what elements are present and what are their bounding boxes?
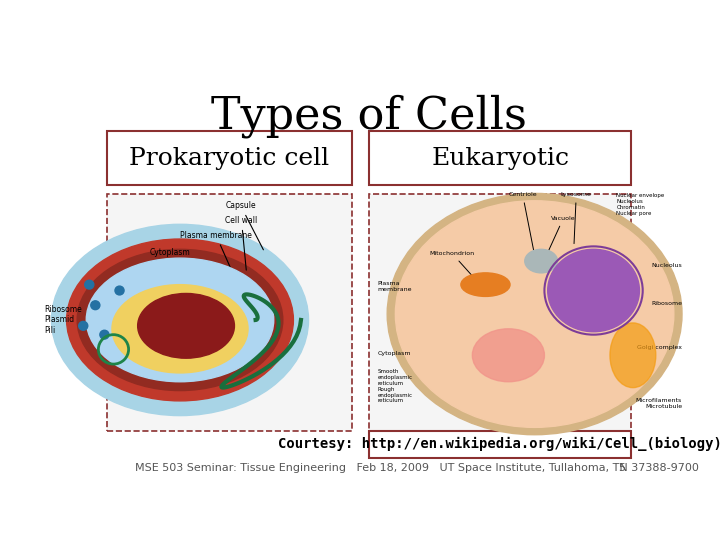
FancyBboxPatch shape — [107, 194, 352, 431]
Text: Cell wall: Cell wall — [225, 216, 258, 270]
Circle shape — [85, 280, 94, 289]
Text: 5: 5 — [618, 463, 626, 473]
Text: Lysosome: Lysosome — [561, 192, 592, 244]
Text: Types of Cells: Types of Cells — [211, 94, 527, 138]
Text: Ribosome: Ribosome — [651, 301, 682, 306]
Ellipse shape — [472, 329, 544, 382]
Text: Prokaryotic cell: Prokaryotic cell — [130, 147, 330, 170]
Ellipse shape — [387, 193, 682, 435]
Ellipse shape — [395, 201, 674, 427]
Ellipse shape — [461, 273, 510, 296]
Text: Capsule: Capsule — [225, 201, 264, 250]
Ellipse shape — [525, 249, 557, 273]
Text: MSE 503 Seminar: Tissue Engineering   Feb 18, 2009   UT Space Institute, Tullaho: MSE 503 Seminar: Tissue Engineering Feb … — [135, 463, 698, 473]
Text: Mitochondrion: Mitochondrion — [430, 251, 484, 288]
Text: Centriole: Centriole — [508, 192, 537, 253]
Text: Plasma
membrane: Plasma membrane — [377, 281, 412, 292]
Ellipse shape — [86, 258, 274, 382]
Ellipse shape — [112, 285, 248, 373]
Text: Eukaryotic: Eukaryotic — [431, 147, 569, 170]
Circle shape — [78, 321, 88, 330]
FancyBboxPatch shape — [369, 431, 631, 458]
Ellipse shape — [138, 293, 235, 358]
Text: Courtesy: http://en.wikipedia.org/wiki/Cell_(biology): Courtesy: http://en.wikipedia.org/wiki/C… — [278, 437, 720, 451]
Text: Plasma membrane: Plasma membrane — [180, 231, 252, 288]
Text: Golgi complex: Golgi complex — [637, 346, 682, 350]
Ellipse shape — [610, 323, 656, 388]
Ellipse shape — [548, 249, 639, 332]
Text: Cytoplasm: Cytoplasm — [377, 351, 411, 356]
Circle shape — [100, 330, 109, 339]
FancyBboxPatch shape — [369, 194, 631, 431]
Ellipse shape — [67, 239, 294, 401]
Text: Vacuole: Vacuole — [542, 216, 575, 265]
Text: Microfilaments
Microtubule: Microfilaments Microtubule — [636, 399, 682, 409]
Text: Nuclear envelope
Nucleolus
Chromatin
Nuclear pore: Nuclear envelope Nucleolus Chromatin Nuc… — [616, 193, 665, 216]
Text: Nucleolus: Nucleolus — [652, 263, 682, 268]
FancyBboxPatch shape — [107, 131, 352, 185]
FancyBboxPatch shape — [369, 131, 631, 185]
Ellipse shape — [77, 249, 283, 390]
Ellipse shape — [52, 224, 308, 416]
Circle shape — [91, 301, 100, 309]
Circle shape — [115, 286, 124, 295]
Text: Ribosome
Plasmid
Pili: Ribosome Plasmid Pili — [44, 305, 81, 335]
Text: Cytoplasm: Cytoplasm — [150, 248, 194, 297]
Text: Smooth
endoplasmic
reticulum
Rough
endoplasmic
reticulum: Smooth endoplasmic reticulum Rough endop… — [377, 369, 413, 403]
